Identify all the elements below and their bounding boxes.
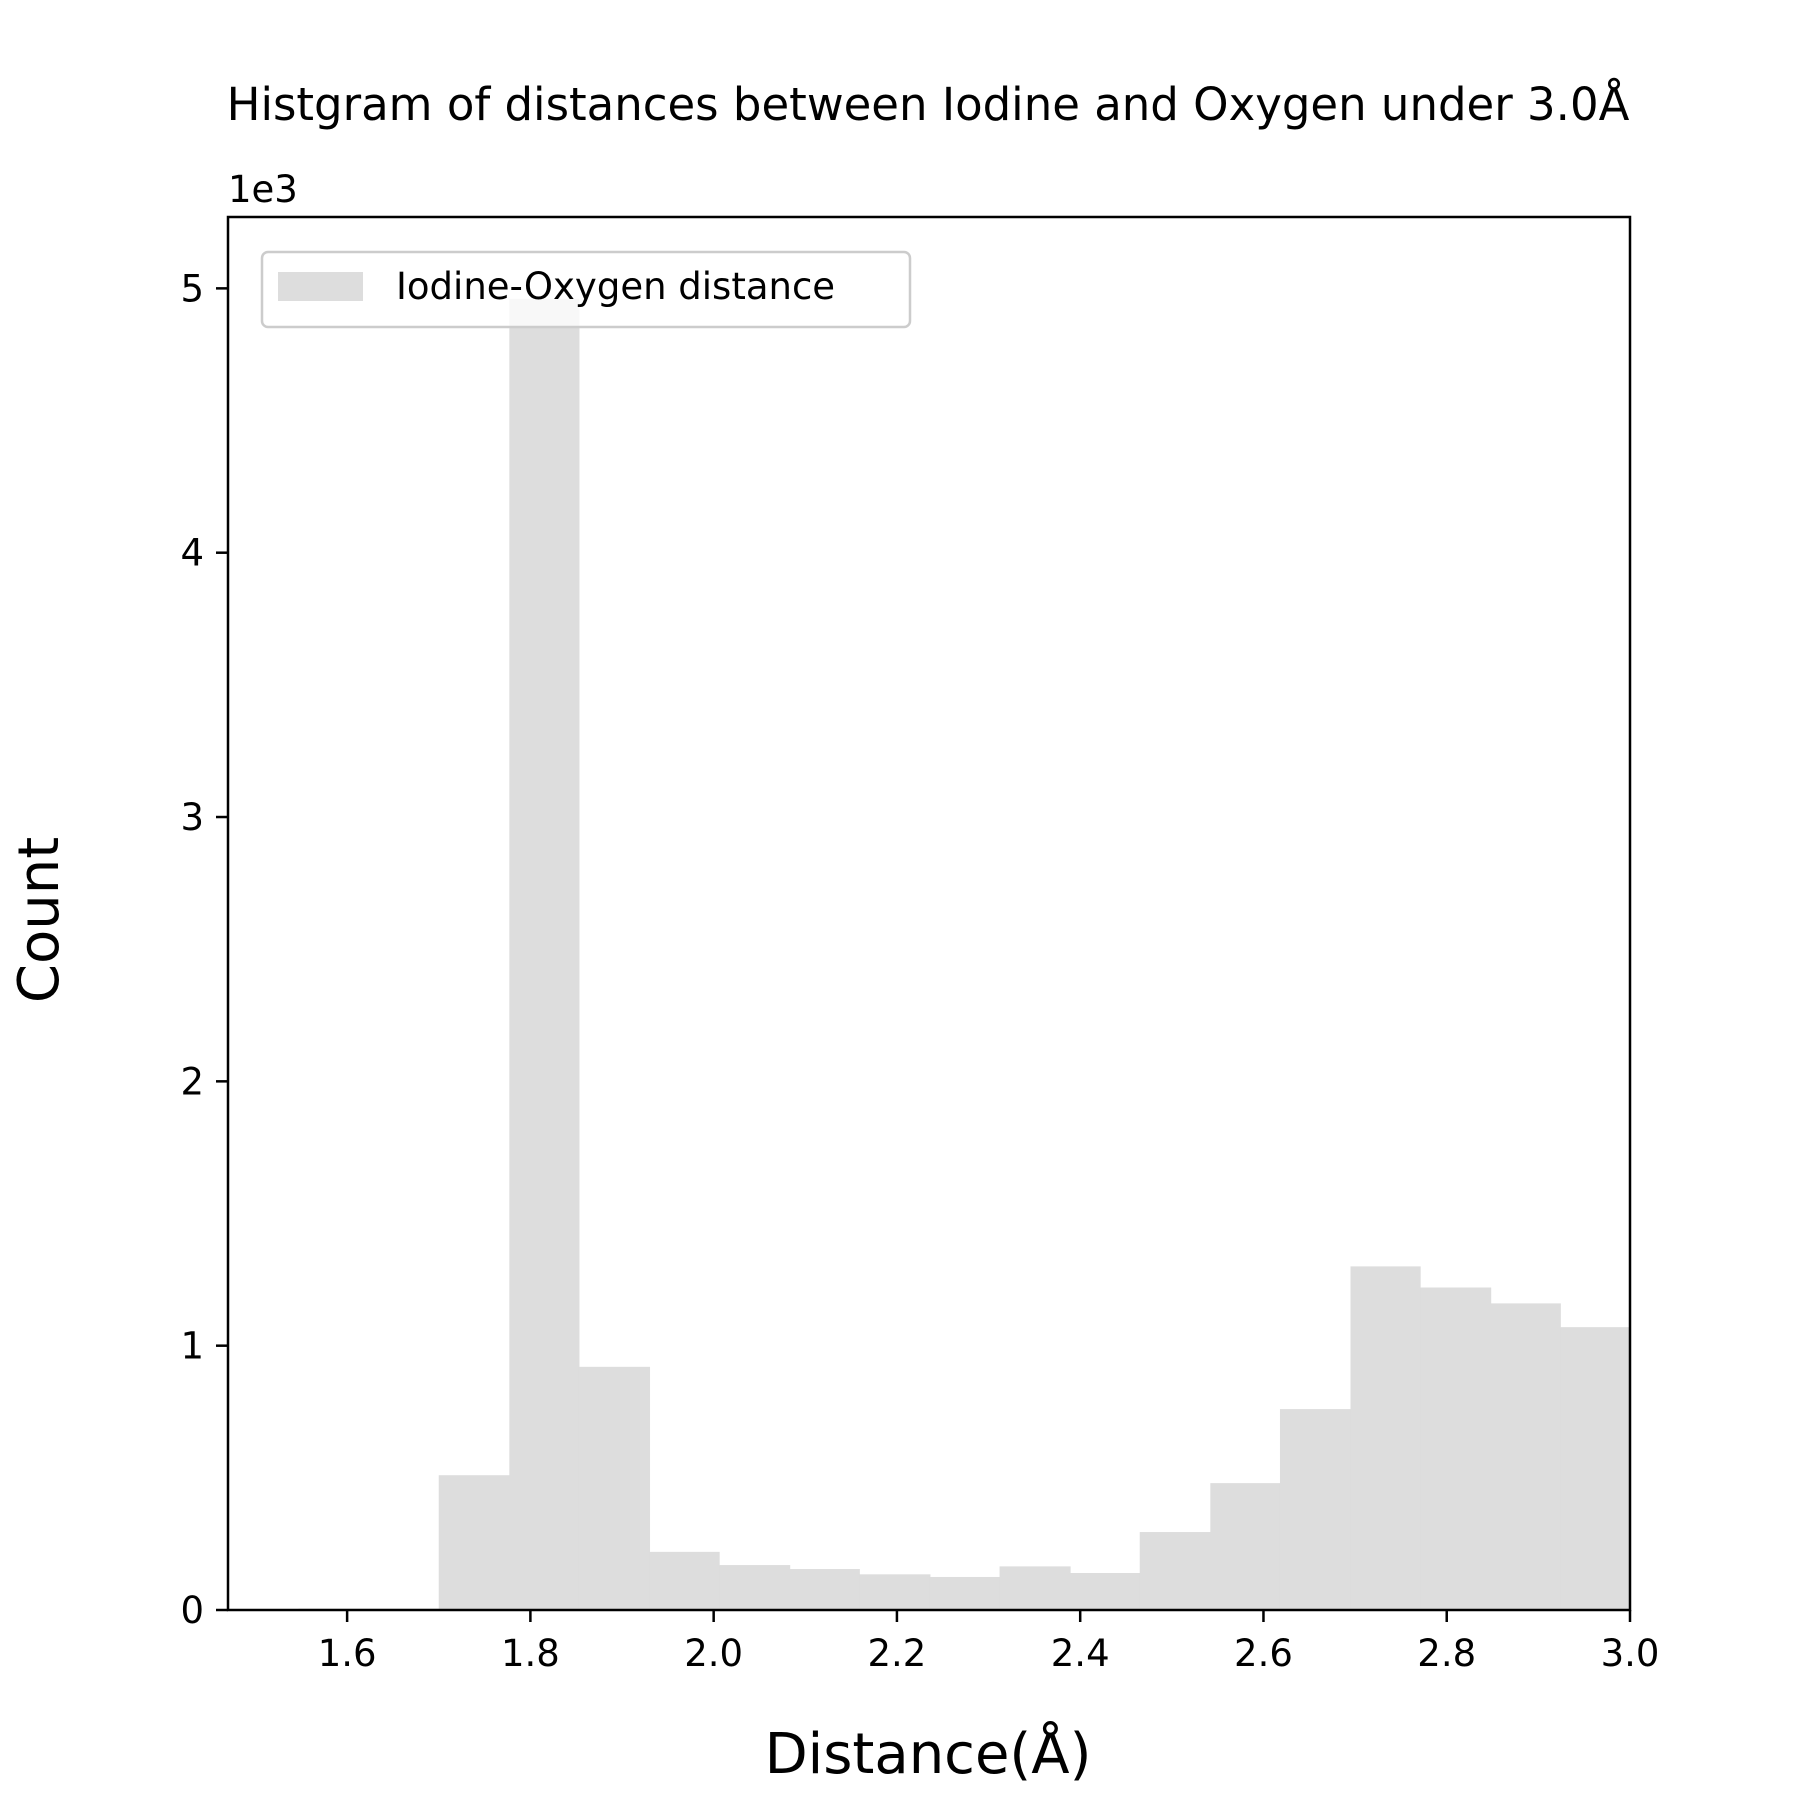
histogram-bar-5 xyxy=(649,1551,720,1610)
legend: Iodine-Oxygen distance xyxy=(260,250,912,329)
histogram-bar-13 xyxy=(1210,1483,1281,1610)
histogram-bar-10 xyxy=(999,1566,1071,1610)
x-tick-label-7: 3.0 xyxy=(1601,1632,1660,1675)
histogram-bar-17 xyxy=(1490,1303,1561,1610)
x-tick-label-6: 2.8 xyxy=(1417,1632,1476,1675)
x-tick-label-1: 1.8 xyxy=(501,1632,560,1675)
histogram-bar-2 xyxy=(438,1475,510,1610)
histogram-bars xyxy=(298,298,1631,1610)
chart-title: Histgram of distances between Iodine and… xyxy=(227,78,1630,131)
plot-frame xyxy=(226,215,1632,1612)
y-axis-label: Count xyxy=(7,837,72,1003)
histogram-bar-3 xyxy=(509,298,580,1610)
x-axis-ticks: 1.6 1.8 2.0 2.2 2.4 2.6 2.8 3.0 xyxy=(318,1610,1660,1675)
histogram-bar-4 xyxy=(578,1366,651,1610)
histogram-bar-16 xyxy=(1420,1287,1492,1610)
histogram-bar-15 xyxy=(1350,1266,1421,1610)
histogram-bar-12 xyxy=(1139,1532,1211,1610)
y-tick-label-2: 2 xyxy=(180,1060,204,1103)
x-tick-label-0: 1.6 xyxy=(318,1632,377,1675)
histogram-bar-18 xyxy=(1560,1327,1631,1610)
x-tick-label-2: 2.0 xyxy=(684,1632,743,1675)
y-axis-ticks: 0 1 2 3 4 5 xyxy=(180,267,228,1632)
legend-swatch xyxy=(278,272,363,301)
y-tick-label-5: 5 xyxy=(180,267,204,310)
y-axis-multiplier: 1e3 xyxy=(228,168,298,211)
x-tick-label-5: 2.6 xyxy=(1234,1632,1293,1675)
histogram-bar-6 xyxy=(719,1565,791,1610)
histogram-bar-14 xyxy=(1279,1409,1352,1610)
histogram-bar-8 xyxy=(859,1574,931,1610)
legend-box xyxy=(260,250,912,329)
histogram-bar-7 xyxy=(789,1569,860,1610)
y-tick-label-0: 0 xyxy=(180,1589,204,1632)
y-tick-label-1: 1 xyxy=(180,1325,204,1368)
x-tick-label-4: 2.4 xyxy=(1051,1632,1110,1675)
legend-entry-label: Iodine-Oxygen distance xyxy=(396,265,835,308)
x-tick-label-3: 2.2 xyxy=(868,1632,927,1675)
y-tick-label-4: 4 xyxy=(180,532,204,575)
x-axis-label: Distance(Å) xyxy=(765,1721,1092,1787)
y-tick-label-3: 3 xyxy=(180,796,204,839)
histogram-bar-11 xyxy=(1070,1572,1141,1610)
histogram-bar-9 xyxy=(929,1576,1001,1610)
